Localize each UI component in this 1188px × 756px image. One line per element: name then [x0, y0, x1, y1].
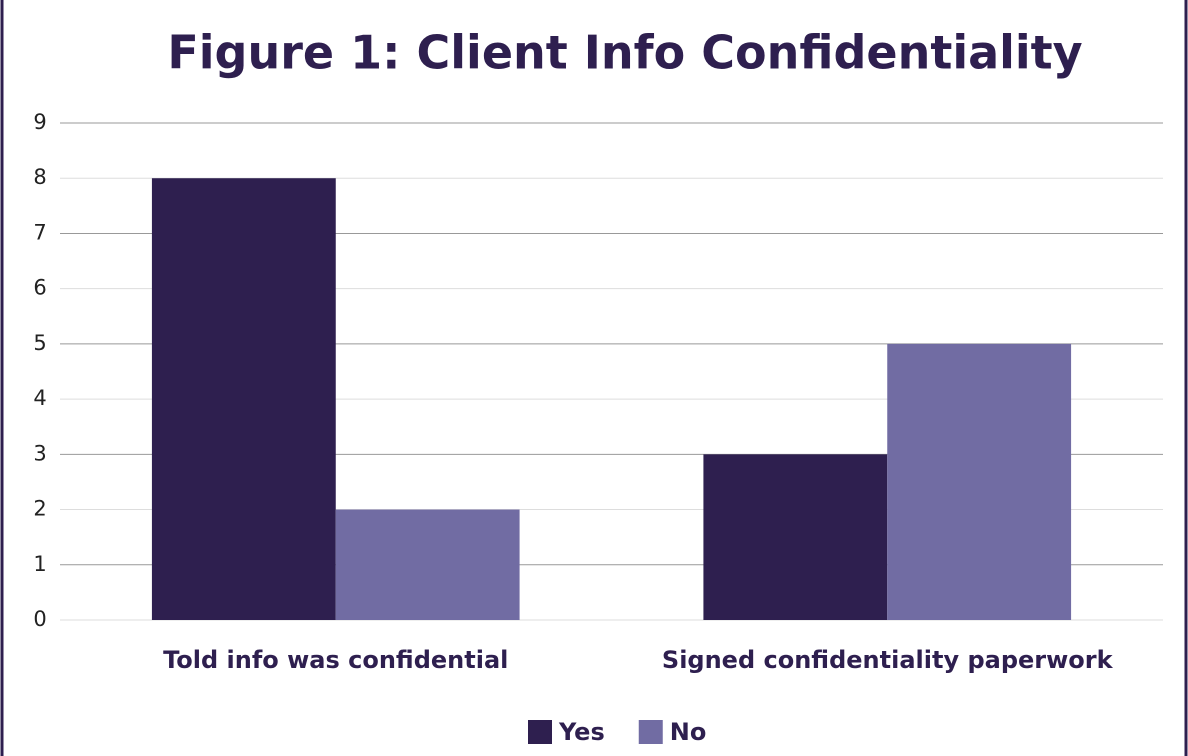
legend-swatch: [528, 720, 552, 744]
y-tick-label: 2: [33, 497, 46, 521]
bar: [151, 178, 336, 620]
bar: [887, 343, 1072, 620]
legend-swatch: [638, 720, 663, 744]
legend-label: No: [670, 718, 707, 746]
bar: [703, 454, 888, 620]
y-tick-label: 3: [33, 441, 46, 465]
bar: [335, 509, 520, 620]
legend-label: Yes: [558, 718, 605, 746]
y-tick-label: 4: [33, 386, 46, 410]
y-tick-label: 7: [33, 220, 46, 244]
y-tick-label: 6: [33, 276, 46, 300]
x-tick-label: Told info was confidential: [163, 646, 508, 674]
x-tick-label: Signed confidentiality paperwork: [662, 646, 1114, 674]
y-tick-label: 8: [33, 165, 46, 189]
chart-title: Figure 1: Client Info Confidentiality: [167, 26, 1082, 80]
y-tick-label: 9: [33, 110, 46, 134]
y-tick-label: 5: [33, 331, 46, 355]
y-tick-label: 0: [33, 607, 46, 631]
y-tick-label: 1: [33, 552, 46, 576]
